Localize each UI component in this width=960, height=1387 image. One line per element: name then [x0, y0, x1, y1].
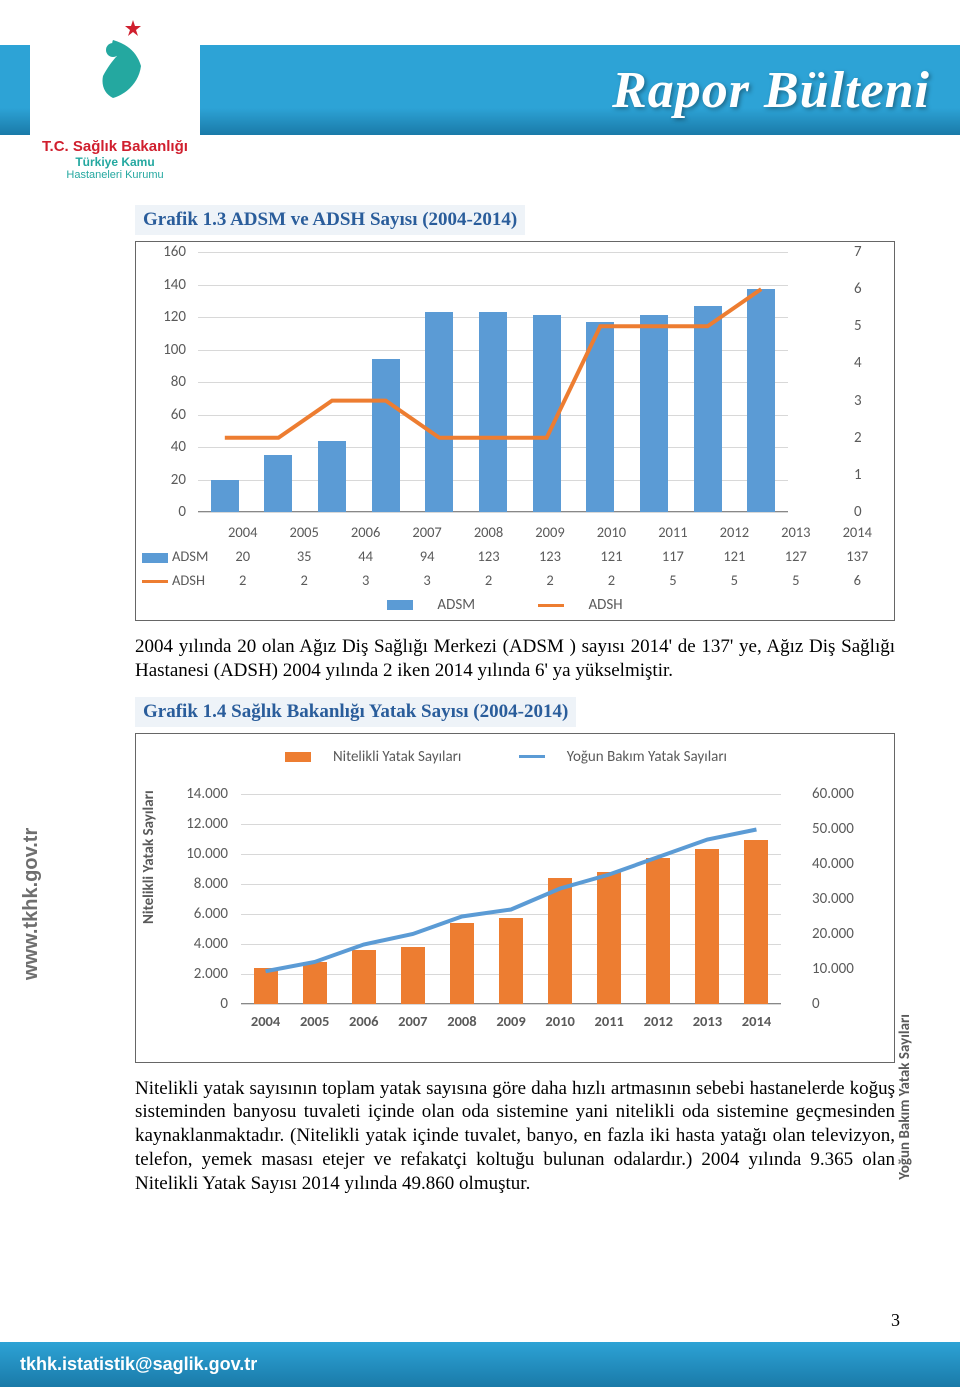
chart2-legend: Nitelikli Yatak Sayıları Yoğun Bakım Yat…: [136, 748, 894, 766]
chart2-y-right-axis: 010.00020.00030.00040.00050.00060.000: [806, 794, 864, 1022]
chart2-y-left-label: Nitelikli Yatak Sayıları: [140, 790, 158, 924]
logo-line3: Hastaneleri Kurumu: [30, 169, 200, 181]
logo-line2: Türkiye Kamu: [30, 155, 200, 169]
chart1-legend: ADSM ADSH: [136, 596, 894, 614]
chart2-box: Nitelikli Yatak Sayıları Yoğun Bakım Yat…: [135, 733, 895, 1063]
page-content: Grafik 1.3 ADSM ve ADSH Sayısı (2004-201…: [135, 205, 895, 1209]
legend-swatch-adsh: [538, 604, 564, 607]
legend-label-nitelikli: Nitelikli Yatak Sayıları: [333, 748, 461, 766]
legend-label-adsm: ADSM: [437, 596, 475, 614]
chart1-box: 020406080100120140160 01234567 200420052…: [135, 241, 895, 621]
legend-label-adsh: ADSH: [588, 596, 622, 614]
ministry-crescent-logo: [55, 12, 175, 132]
report-title: Rapor Bülteni: [612, 61, 930, 120]
paragraph-1: 2004 yılında 20 olan Ağız Diş Sağlığı Me…: [135, 635, 895, 683]
chart2-y-left-axis: 02.0004.0006.0008.00010.00012.00014.000: [176, 794, 234, 1022]
chart2-title: Grafik 1.4 Sağlık Bakanlığı Yatak Sayısı…: [135, 697, 576, 727]
logo-line1: T.C. Sağlık Bakanlığı: [30, 138, 200, 155]
paragraph-2: Nitelikli yatak sayısının toplam yatak s…: [135, 1077, 895, 1196]
footer-band: tkhk.istatistik@saglik.gov.tr: [0, 1342, 960, 1387]
chart2-x-axis: 2004200520062007200820092010201120122013…: [241, 1012, 781, 1030]
chart2-y-right-label: Yoğun Bakım Yatak Sayıları: [896, 1014, 914, 1180]
legend-swatch-yogun: [519, 755, 545, 758]
chart1-y-right-axis: 01234567: [848, 252, 888, 512]
legend-label-yogun: Yoğun Bakım Yatak Sayıları: [567, 748, 727, 766]
footer-email: tkhk.istatistik@saglik.gov.tr: [20, 1354, 257, 1375]
ministry-logo-block: T.C. Sağlık Bakanlığı Türkiye Kamu Hasta…: [30, 12, 200, 181]
chart2-plot-area: [241, 794, 781, 1004]
legend-swatch-adsm: [387, 600, 413, 610]
chart1-y-left-axis: 020406080100120140160: [142, 252, 192, 512]
chart1-plot-area: [198, 252, 788, 512]
legend-swatch-nitelikli: [285, 752, 311, 762]
side-url: www.tkhk.gov.tr: [20, 828, 43, 980]
chart1-data-table: 2004200520062007200820092010201120122013…: [142, 520, 888, 592]
page-number: 3: [891, 1310, 900, 1331]
chart1-title: Grafik 1.3 ADSM ve ADSH Sayısı (2004-201…: [135, 205, 525, 235]
